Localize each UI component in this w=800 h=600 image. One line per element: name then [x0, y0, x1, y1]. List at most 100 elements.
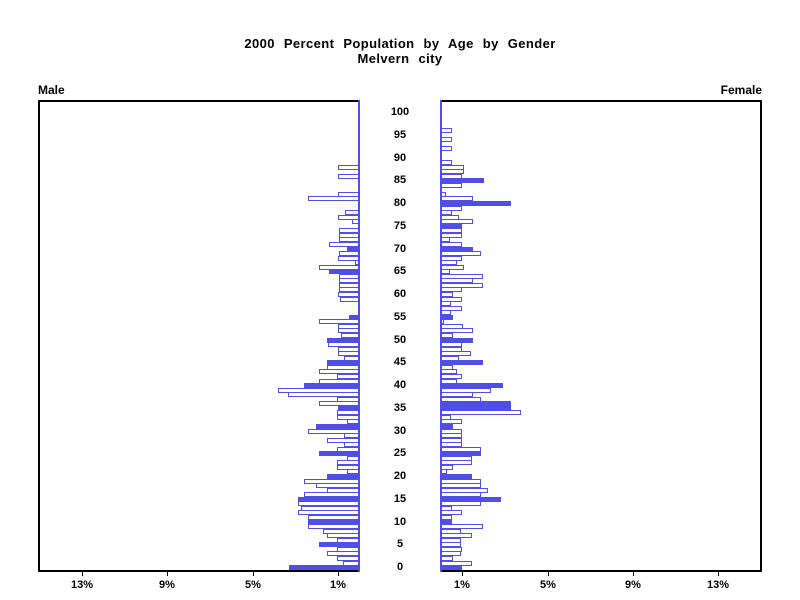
male-bar-age-45: [327, 360, 359, 366]
male-bar-age-76: [352, 219, 359, 225]
male-bar-age-2: [337, 555, 359, 561]
male-bar-age-34: [337, 410, 359, 416]
male-bar-age-71: [329, 241, 359, 247]
female-bar-age-36: [441, 401, 511, 407]
male-bar-age-10: [308, 519, 359, 525]
male-tick-5%: [253, 572, 254, 576]
female-bar-age-94: [441, 137, 452, 143]
male-bar-age-53: [338, 323, 359, 329]
male-bar-age-82: [338, 191, 359, 197]
female-bar-age-18: [441, 483, 481, 489]
age-tick-label-35: 35: [393, 401, 407, 414]
female-bar-age-79: [441, 205, 462, 211]
female-bar-age-86: [441, 173, 462, 179]
female-bar-age-15: [441, 496, 501, 502]
male-bar-age-64: [339, 273, 359, 279]
female-bar-age-44: [441, 364, 453, 370]
female-bar-age-19: [441, 478, 481, 484]
male-tick-label-9%: 9%: [159, 579, 175, 591]
male-bar-age-8: [323, 528, 359, 534]
age-tick-label-20: 20: [393, 470, 407, 482]
female-bar-age-81: [441, 196, 473, 202]
female-bar-age-60: [441, 292, 453, 297]
male-bar-age-47: [338, 351, 359, 357]
male-bar-age-26: [337, 446, 359, 452]
female-bar-age-68: [441, 255, 462, 261]
age-tick-label-10: 10: [393, 515, 407, 528]
female-bar-age-96: [441, 128, 452, 134]
male-bar-age-38: [288, 392, 359, 398]
female-bar-age-57: [441, 305, 462, 311]
female-bar-age-75: [441, 223, 462, 229]
male-bar-age-12: [298, 510, 359, 516]
female-bar-age-13: [441, 505, 452, 511]
male-bar-age-42: [337, 373, 359, 379]
age-tick-label-65: 65: [393, 265, 407, 278]
female-bar-age-26: [441, 446, 481, 452]
female-bar-age-77: [441, 214, 459, 220]
female-bar-age-88: [441, 164, 464, 170]
female-bar-age-43: [441, 369, 457, 375]
female-bar-age-17: [441, 487, 488, 493]
female-bar-age-59: [441, 296, 462, 302]
male-bar-age-63: [339, 278, 359, 284]
age-tick-label-45: 45: [393, 356, 407, 369]
male-bar-age-81: [308, 196, 359, 202]
female-bar-age-39: [441, 387, 491, 393]
male-bar-age-50: [327, 337, 359, 343]
female-bar-age-12: [441, 510, 462, 516]
female-tick-13%: [718, 572, 719, 576]
male-bar-age-48: [338, 346, 359, 352]
male-bar-age-29: [344, 433, 359, 439]
female-bar-age-16: [441, 492, 481, 498]
male-zero-axis: [358, 100, 360, 572]
female-tick-9%: [633, 572, 634, 576]
female-bar-age-24: [441, 455, 472, 461]
female-bar-age-58: [441, 301, 451, 307]
male-bar-age-60: [338, 292, 359, 297]
male-bar-age-30: [308, 428, 359, 434]
age-tick-label-70: 70: [393, 242, 407, 255]
male-bar-age-37: [337, 396, 359, 402]
male-bar-age-59: [340, 296, 359, 302]
male-bar-age-14: [298, 501, 359, 507]
female-bar-age-20: [441, 474, 472, 479]
male-bar-age-21: [347, 469, 359, 475]
female-bar-age-23: [441, 460, 472, 466]
male-panel-frame: [38, 100, 359, 572]
age-tick-label-0: 0: [396, 561, 404, 573]
male-bar-age-77: [338, 214, 359, 220]
male-bar-age-11: [308, 515, 359, 520]
male-bar-age-65: [329, 269, 359, 275]
female-bar-age-84: [441, 182, 462, 188]
female-bar-age-55: [441, 314, 453, 320]
male-bar-age-43: [319, 369, 359, 375]
female-bar-age-41: [441, 378, 457, 384]
male-bar-age-4: [337, 546, 359, 552]
female-bar-age-54: [441, 319, 444, 325]
female-bar-age-72: [441, 237, 450, 243]
female-bar-age-63: [441, 278, 473, 284]
male-bar-age-9: [308, 524, 359, 529]
female-tick-label-5%: 5%: [540, 579, 556, 591]
female-bar-age-6: [441, 537, 461, 543]
female-bar-age-2: [441, 555, 453, 561]
female-bar-age-49: [441, 342, 462, 348]
male-bar-age-62: [339, 282, 359, 288]
female-bar-age-76: [441, 219, 473, 225]
female-tick-label-9%: 9%: [625, 579, 641, 591]
female-bar-age-37: [441, 396, 481, 402]
female-bar-age-61: [441, 287, 462, 293]
female-bar-age-10: [441, 519, 452, 525]
female-bar-age-40: [441, 383, 503, 388]
male-bar-age-0: [289, 565, 359, 570]
male-bar-age-72: [339, 237, 359, 243]
male-bar-age-51: [341, 333, 359, 338]
female-bar-age-11: [441, 515, 452, 520]
female-bar-age-67: [441, 260, 457, 266]
male-panel-label: Male: [38, 83, 65, 97]
female-panel-label: Female: [720, 83, 762, 97]
age-tick-label-40: 40: [393, 379, 407, 391]
age-tick-label-55: 55: [393, 310, 407, 323]
male-bar-age-68: [338, 255, 359, 261]
